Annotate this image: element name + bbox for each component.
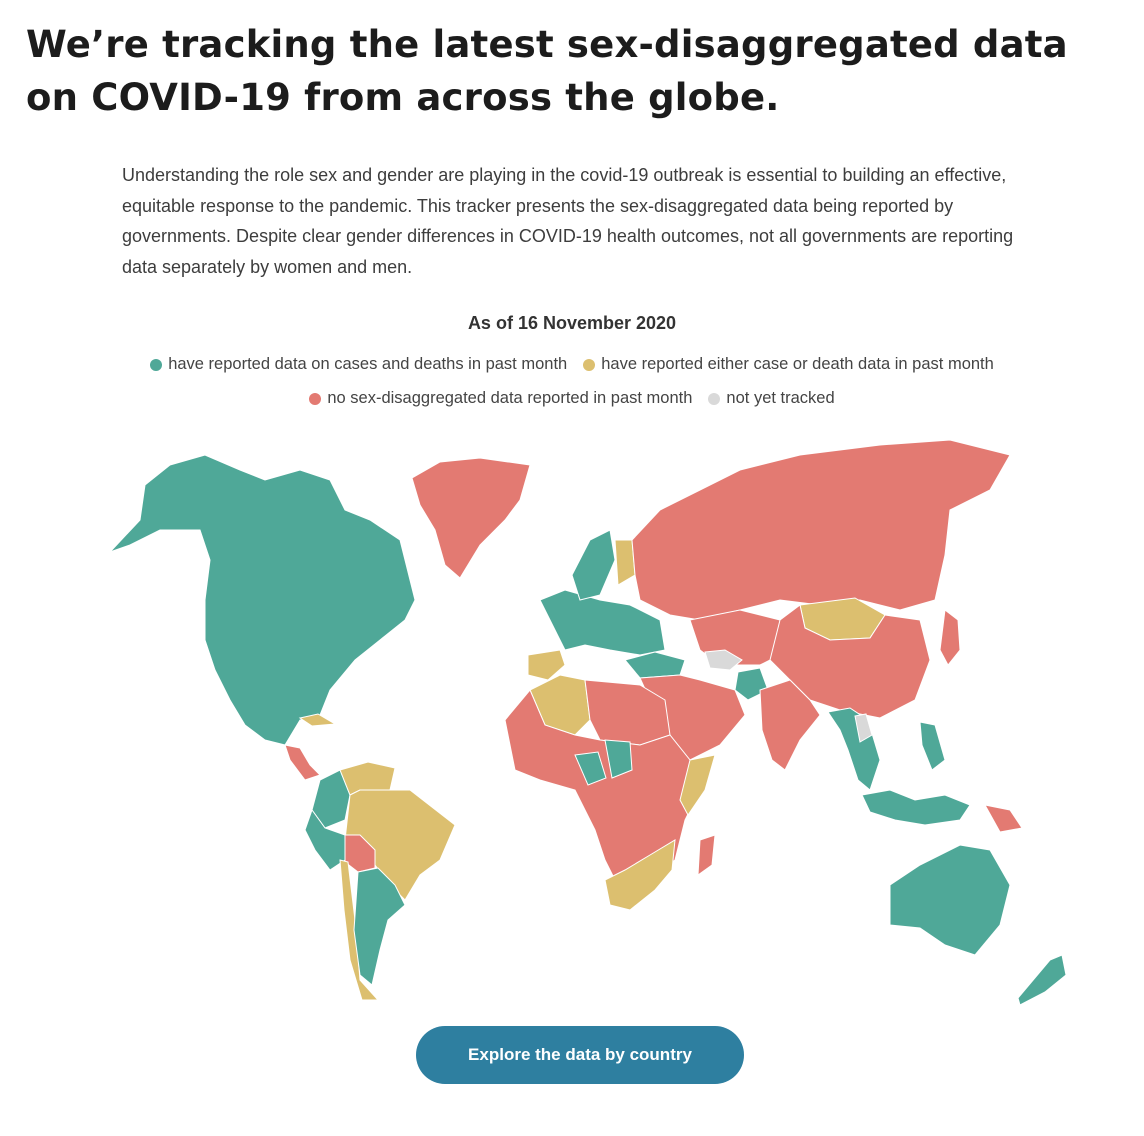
region-indonesia[interactable] xyxy=(861,789,971,826)
legend-item-untracked: not yet tracked xyxy=(708,389,835,408)
region-sub-saharan-africa[interactable] xyxy=(504,689,701,891)
region-peru[interactable] xyxy=(304,808,346,871)
region-chile[interactable] xyxy=(339,859,380,1001)
legend-label-both: have reported data on cases and deaths i… xyxy=(168,355,568,373)
legend-label-none: no sex-disaggregated data reported in pa… xyxy=(327,389,693,407)
region-finland[interactable] xyxy=(614,539,636,586)
legend-row-1: have reported data on cases and deaths i… xyxy=(0,355,1144,374)
region-new-zealand[interactable] xyxy=(1017,954,1067,1006)
region-india[interactable] xyxy=(759,679,821,771)
world-map xyxy=(109,439,1067,1006)
headline: We’re tracking the latest sex-disaggrega… xyxy=(26,23,1068,119)
region-central-america[interactable] xyxy=(284,744,321,781)
region-papua-new-guinea[interactable] xyxy=(984,804,1023,833)
legend-item-either: have reported either case or death data … xyxy=(583,355,994,374)
region-spain[interactable] xyxy=(527,649,566,681)
region-sweden-norway[interactable] xyxy=(571,529,616,601)
map-date: As of 16 November 2020 xyxy=(467,313,677,333)
explore-data-button[interactable]: Explore the data by country xyxy=(416,1026,744,1084)
region-drc[interactable] xyxy=(574,751,607,786)
legend-row-2: no sex-disaggregated data reported in pa… xyxy=(0,389,1144,408)
region-southern-africa[interactable] xyxy=(604,839,676,911)
region-somalia[interactable] xyxy=(679,754,716,816)
legend-label-either: have reported either case or death data … xyxy=(601,355,994,373)
region-russia[interactable] xyxy=(631,439,1011,621)
intro-paragraph: Understanding the role sex and gender ar… xyxy=(122,165,1014,277)
region-chad[interactable] xyxy=(604,739,633,779)
region-greenland[interactable] xyxy=(411,457,531,579)
region-laos[interactable] xyxy=(854,713,873,743)
region-turkey[interactable] xyxy=(624,651,686,679)
region-cuba[interactable] xyxy=(298,713,337,727)
region-argentina[interactable] xyxy=(353,867,406,986)
legend-swatch-untracked xyxy=(708,392,721,405)
region-australia[interactable] xyxy=(889,844,1011,956)
legend-label-untracked: not yet tracked xyxy=(726,389,835,407)
legend-swatch-none xyxy=(309,392,322,405)
legend-item-none: no sex-disaggregated data reported in pa… xyxy=(309,389,692,408)
legend-item-both: have reported data on cases and deaths i… xyxy=(150,355,567,374)
region-madagascar[interactable] xyxy=(697,834,716,877)
legend-swatch-both xyxy=(150,358,163,371)
legend-swatch-either xyxy=(583,358,596,371)
region-philippines[interactable] xyxy=(919,721,946,771)
region-north-america[interactable] xyxy=(109,454,416,746)
region-japan[interactable] xyxy=(939,609,961,666)
region-southeast-asia[interactable] xyxy=(827,707,881,791)
region-turkmenistan[interactable] xyxy=(704,649,743,671)
